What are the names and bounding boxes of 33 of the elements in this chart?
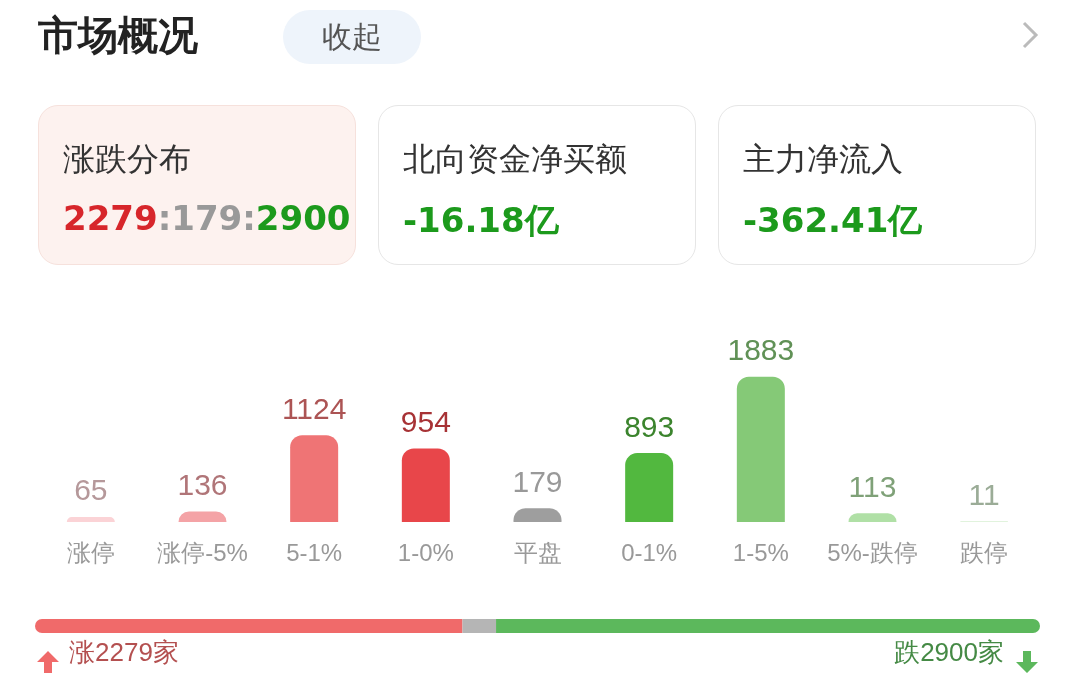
bar xyxy=(736,376,785,522)
bar xyxy=(401,448,450,522)
x-tick-label: 5-1% xyxy=(286,538,343,566)
x-tick-label: 1-5% xyxy=(732,538,789,566)
text: 涨跌分布 xyxy=(63,139,191,180)
x-tick-label: 涨停 xyxy=(66,538,115,566)
data-label: 65 xyxy=(74,473,108,507)
text: 北向资金净买额 xyxy=(403,139,627,180)
x-tick-label: 5%-跌停 xyxy=(827,538,918,566)
text: -16.18亿 xyxy=(403,200,559,240)
data-label: 1883 xyxy=(727,333,795,367)
x-tick-label: 涨停-5% xyxy=(157,538,248,566)
bar xyxy=(290,435,339,522)
data-label: 113 xyxy=(848,469,897,503)
text: 主力净流入 xyxy=(743,139,903,180)
data-label: 893 xyxy=(624,409,675,443)
data-label: 跌2900家 xyxy=(894,637,1004,667)
x-tick-label: 跌停 xyxy=(960,538,1009,566)
text: 市场概况 xyxy=(38,11,198,60)
text: -362.41亿 xyxy=(743,200,923,240)
data-label: 1124 xyxy=(281,391,347,425)
text: 收起 xyxy=(283,10,421,64)
bar xyxy=(66,516,115,522)
data-label: 179 xyxy=(512,464,563,498)
text: 2279:179:2900 xyxy=(63,198,351,238)
data-label: 954 xyxy=(400,404,451,438)
x-tick-label: 1-0% xyxy=(397,538,454,566)
data-label: 涨2279家 xyxy=(69,637,179,667)
data-label: 11 xyxy=(968,477,1000,511)
x-tick-label: 平盘 xyxy=(513,538,562,566)
bar xyxy=(625,453,674,522)
data-label: 136 xyxy=(177,468,228,502)
x-tick-label: 0-1% xyxy=(621,538,678,566)
